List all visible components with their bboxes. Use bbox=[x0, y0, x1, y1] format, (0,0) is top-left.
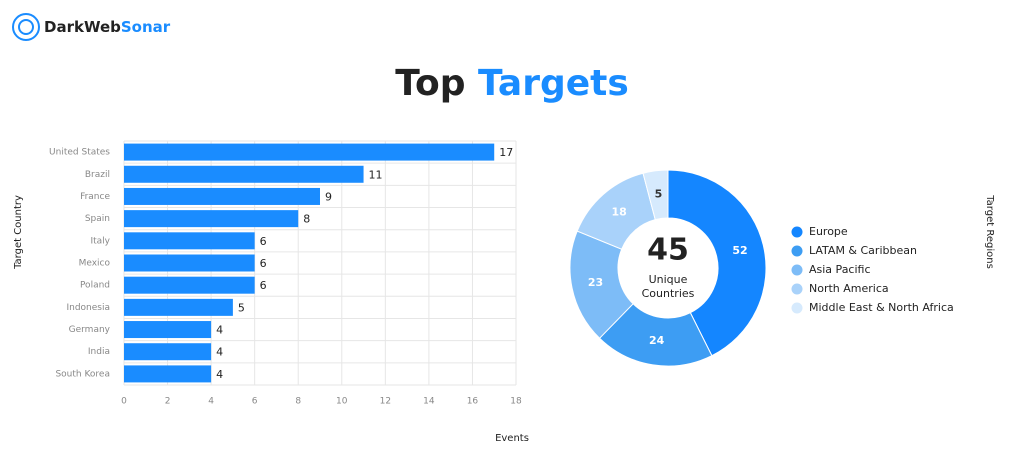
y-tick-label: Indonesia bbox=[66, 303, 110, 313]
side-label: Target Regions bbox=[984, 194, 995, 269]
y-tick-label: Mexico bbox=[79, 259, 111, 269]
bar bbox=[124, 298, 233, 316]
legend-label: Europe bbox=[809, 225, 848, 238]
bar bbox=[124, 210, 299, 228]
logo: DarkWebSonar bbox=[12, 13, 171, 41]
y-tick-label: France bbox=[80, 192, 110, 202]
value-label: 8 bbox=[303, 213, 310, 226]
slice-label: 24 bbox=[649, 334, 665, 347]
value-label: 5 bbox=[238, 301, 245, 314]
logo-icon-inner bbox=[18, 19, 34, 35]
center-label: Unique bbox=[649, 273, 688, 286]
logo-part: DarkWeb bbox=[44, 18, 121, 36]
y-tick-label: Spain bbox=[85, 214, 110, 224]
value-label: 4 bbox=[216, 346, 223, 359]
y-tick-label: Poland bbox=[80, 281, 110, 291]
legend-swatch bbox=[791, 226, 803, 238]
y-tick-label: South Korea bbox=[55, 369, 110, 379]
x-tick-label: 10 bbox=[336, 397, 348, 407]
logo-text: DarkWebSonar bbox=[44, 18, 171, 36]
slice-label: 5 bbox=[655, 188, 663, 201]
legend-swatch bbox=[791, 245, 803, 257]
x-tick-label: 14 bbox=[423, 397, 435, 407]
title: Top Targets bbox=[395, 63, 629, 104]
value-label: 4 bbox=[216, 324, 223, 337]
y-tick-label: Italy bbox=[90, 236, 110, 246]
center-label: Countries bbox=[642, 287, 695, 300]
value-label: 9 bbox=[325, 190, 332, 203]
y-axis-label: Target Country bbox=[13, 195, 24, 270]
legend-swatch bbox=[791, 302, 803, 314]
value-label: 11 bbox=[369, 168, 383, 181]
bar bbox=[124, 254, 255, 272]
bar bbox=[124, 165, 364, 183]
slice-label: 23 bbox=[588, 276, 603, 289]
logo-part: Sonar bbox=[121, 18, 171, 36]
x-tick-label: 16 bbox=[467, 397, 479, 407]
legend-label: Middle East & North Africa bbox=[809, 301, 954, 314]
donut-slice bbox=[642, 169, 669, 221]
value-label: 17 bbox=[499, 146, 513, 159]
x-tick-label: 18 bbox=[510, 397, 522, 407]
donut-slice bbox=[667, 169, 767, 357]
slice-label: 18 bbox=[611, 205, 626, 218]
x-tick-label: 4 bbox=[208, 397, 214, 407]
bar bbox=[124, 343, 212, 361]
bar bbox=[124, 187, 320, 205]
y-tick-label: Germany bbox=[69, 325, 111, 335]
legend-swatch bbox=[791, 264, 803, 276]
bar bbox=[124, 321, 212, 339]
x-tick-label: 12 bbox=[380, 397, 391, 407]
bar bbox=[124, 365, 212, 383]
bar bbox=[124, 276, 255, 294]
center-value: 45 bbox=[647, 233, 689, 268]
legend-label: Asia Pacific bbox=[809, 263, 871, 276]
x-tick-label: 2 bbox=[165, 397, 171, 407]
bar bbox=[124, 143, 495, 161]
title-part: Top bbox=[395, 63, 465, 104]
legend-label: North America bbox=[809, 282, 889, 295]
value-label: 6 bbox=[260, 279, 267, 292]
logo-icon bbox=[12, 13, 40, 41]
legend-swatch bbox=[791, 283, 803, 295]
x-tick-label: 8 bbox=[295, 397, 301, 407]
legend-label: LATAM & Caribbean bbox=[809, 244, 917, 257]
y-tick-label: United States bbox=[49, 148, 110, 158]
value-label: 6 bbox=[260, 257, 267, 270]
x-axis-label: Events bbox=[495, 433, 529, 444]
bar bbox=[124, 232, 255, 250]
value-label: 6 bbox=[260, 235, 267, 248]
x-tick-label: 6 bbox=[252, 397, 258, 407]
y-tick-label: Brazil bbox=[85, 170, 110, 180]
y-tick-label: India bbox=[88, 347, 110, 357]
x-tick-label: 0 bbox=[121, 397, 127, 407]
title-part: Targets bbox=[478, 63, 629, 104]
slice-label: 52 bbox=[732, 244, 747, 257]
value-label: 4 bbox=[216, 368, 223, 381]
